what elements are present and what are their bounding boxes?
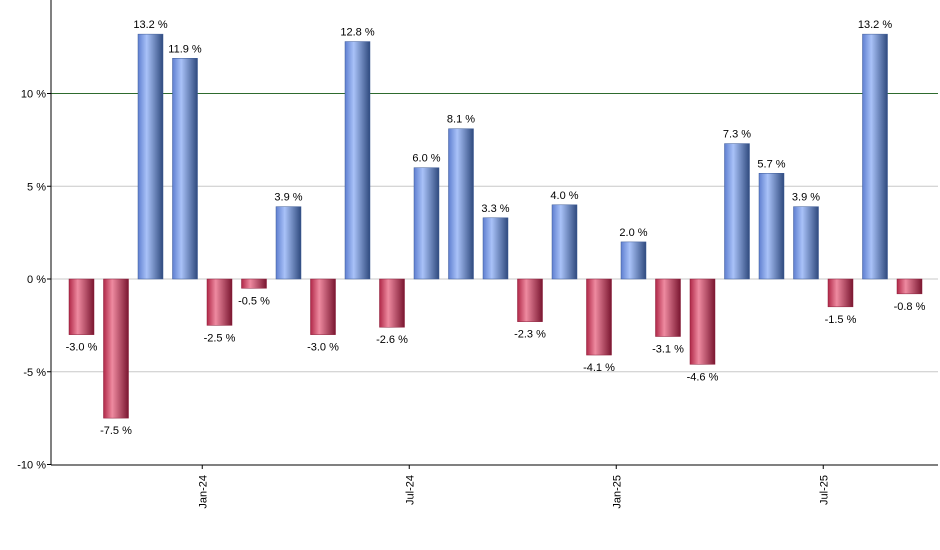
bar [793, 206, 819, 280]
data-labels: -3.0 %-7.5 %13.2 %11.9 %-2.5 %-0.5 %3.9 … [66, 19, 926, 437]
y-tick-label: -5 % [23, 367, 46, 379]
y-tick-label: 0 % [27, 274, 46, 286]
data-label: 3.9 % [274, 192, 302, 204]
y-tick-label: 5 % [27, 181, 46, 193]
bar [827, 278, 854, 308]
bar [206, 278, 233, 326]
data-label: -4.1 % [583, 362, 615, 374]
x-tick-label: Jan-24 [197, 475, 209, 509]
data-label: 2.0 % [619, 227, 647, 239]
bar [241, 278, 267, 289]
bar [344, 41, 371, 280]
bar [448, 128, 474, 280]
bar [172, 58, 198, 280]
data-label: 3.9 % [792, 192, 820, 204]
data-label: -7.5 % [100, 425, 132, 437]
bar [482, 217, 509, 280]
bar [586, 278, 612, 356]
y-tick-label: -10 % [17, 460, 46, 472]
bars [68, 33, 923, 419]
bar [689, 278, 716, 365]
data-label: 6.0 % [412, 153, 440, 165]
y-tick-label: 10 % [21, 89, 46, 101]
axes: -10 % -5 % 0 % 5 % 10 % Jan-24 Jul-24 Jan-25 Jul… [17, 0, 938, 509]
data-label: 4.0 % [550, 190, 578, 202]
bar [68, 278, 95, 335]
data-label: -2.5 % [204, 332, 236, 344]
bar [862, 33, 888, 280]
data-label: 13.2 % [858, 19, 892, 31]
x-tick-label: Jan-25 [611, 475, 623, 509]
data-label: 8.1 % [447, 114, 475, 126]
data-label: 3.3 % [481, 203, 509, 215]
data-label: 13.2 % [133, 19, 167, 31]
data-label: -3.0 % [307, 342, 339, 354]
bar [103, 278, 129, 419]
bar [379, 278, 405, 328]
bar [758, 173, 785, 280]
bar [896, 278, 923, 295]
data-label: -3.0 % [66, 342, 98, 354]
bar [551, 204, 578, 280]
bar [517, 278, 543, 322]
x-tick-label: Jul-24 [404, 475, 416, 505]
bar [137, 33, 164, 280]
bar [310, 278, 336, 335]
x-tick-label: Jul-25 [818, 475, 830, 505]
bar [620, 241, 647, 280]
data-label: -1.5 % [825, 314, 857, 326]
data-label: -2.6 % [376, 334, 408, 346]
data-label: -2.3 % [514, 329, 546, 341]
bar [413, 167, 440, 280]
bar [275, 206, 302, 280]
data-label: 5.7 % [757, 158, 785, 170]
data-label: 12.8 % [340, 27, 374, 39]
bar [724, 143, 750, 280]
data-label: 11.9 % [168, 43, 202, 55]
data-label: 7.3 % [723, 129, 751, 141]
data-label: -3.1 % [652, 344, 684, 356]
data-label: -0.5 % [238, 295, 270, 307]
data-label: -0.8 % [894, 301, 926, 313]
bar [655, 278, 681, 337]
data-label: -4.6 % [687, 371, 719, 383]
